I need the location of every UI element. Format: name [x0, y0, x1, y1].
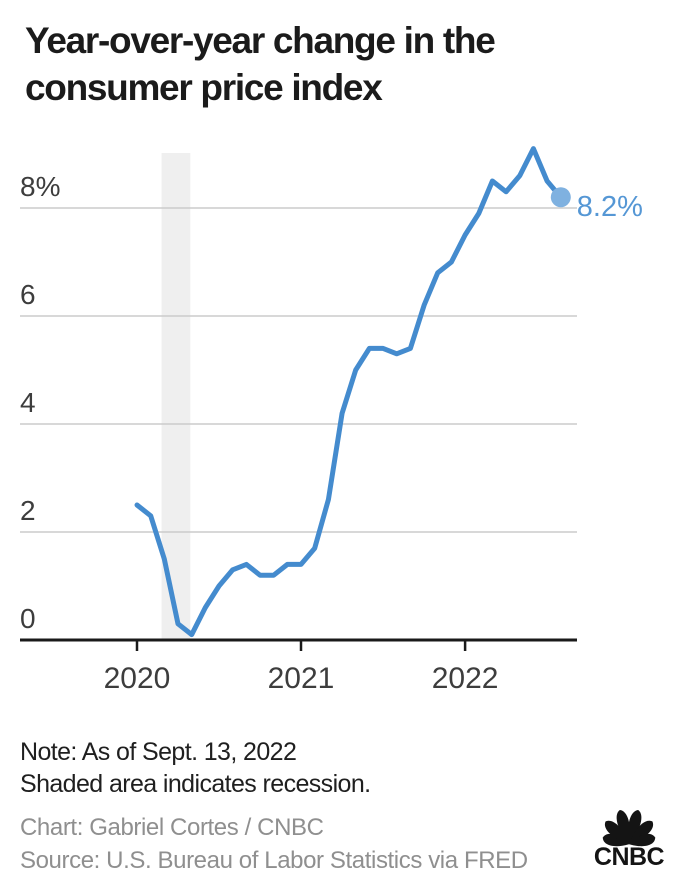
chart-title: Year-over-year change in the consumer pr…	[25, 17, 496, 111]
cnbc-peacock-icon	[602, 810, 656, 847]
note-asof: Note: As of Sept. 13, 2022	[20, 738, 297, 766]
note-recession: Shaded area indicates recession.	[20, 770, 371, 798]
y-axis-label: 6	[20, 279, 36, 310]
cnbc-wordmark: CNBC	[593, 843, 665, 871]
chart-credit: Chart: Gabriel Cortes / CNBC	[20, 814, 324, 841]
y-axis-label: 2	[20, 495, 36, 526]
x-axis-label: 2020	[104, 662, 171, 695]
y-axis-label: 4	[20, 387, 36, 418]
cpi-line	[134, 146, 564, 638]
cnbc-logo: CNBC	[589, 806, 669, 872]
end-point-dot	[550, 187, 571, 208]
end-value-label: 8.2%	[577, 191, 643, 223]
chart-title-line-1: Year-over-year change in the	[25, 20, 496, 61]
x-axis-label: 2021	[268, 662, 335, 695]
y-axis-label: 8%	[20, 171, 60, 202]
x-axis-label: 2022	[432, 662, 499, 695]
source-credit: Source: U.S. Bureau of Labor Statistics …	[20, 847, 528, 874]
y-axis-label: 0	[20, 603, 36, 634]
footer-notes: Note: As of Sept. 13, 2022 Shaded area i…	[20, 736, 528, 877]
chart-title-line-2: consumer price index	[25, 67, 383, 108]
